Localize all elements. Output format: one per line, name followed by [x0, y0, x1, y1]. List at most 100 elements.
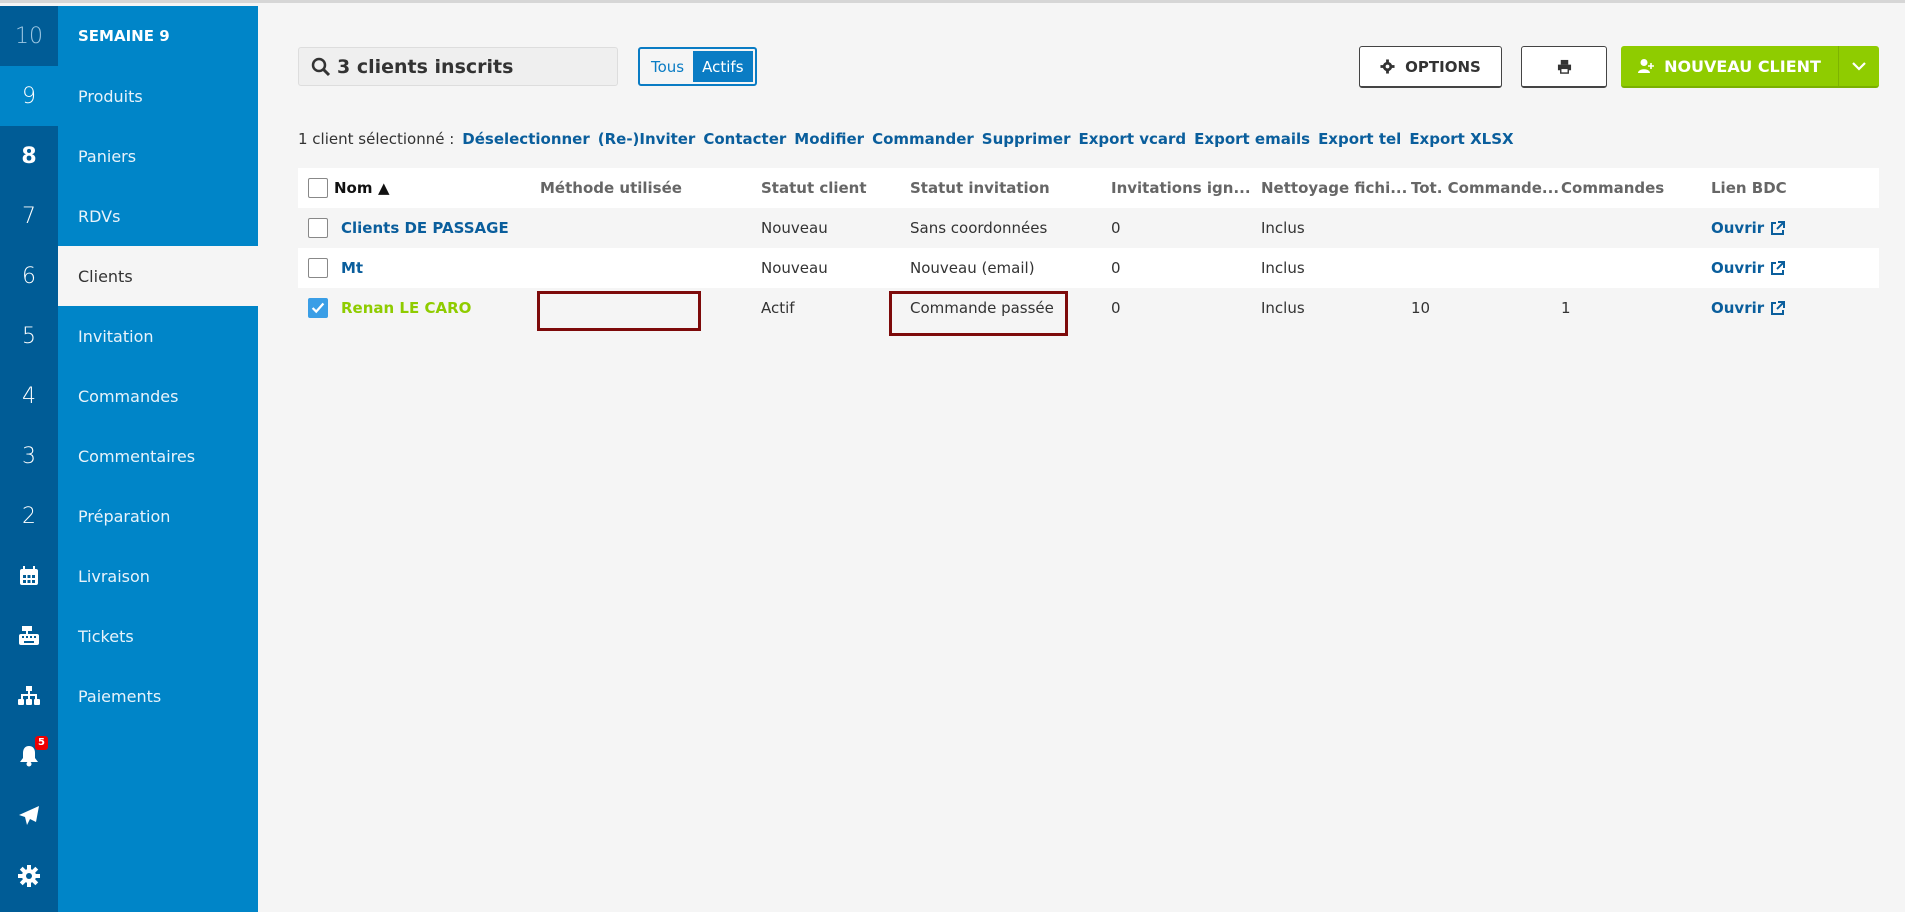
print-button[interactable] — [1521, 46, 1607, 88]
select-all-checkbox[interactable] — [308, 178, 328, 198]
row-checkbox[interactable] — [308, 218, 328, 238]
cell-ignored: 0 — [1111, 219, 1121, 237]
new-client-dropdown[interactable] — [1839, 46, 1879, 86]
bell-icon — [20, 746, 38, 767]
external-link-icon — [1771, 300, 1786, 315]
sidebar-item-commentaires[interactable]: Commentaires — [78, 446, 196, 466]
calendar-icon — [20, 566, 38, 585]
action-link[interactable]: Contacter — [703, 130, 787, 148]
column-header[interactable]: Statut client — [761, 179, 867, 197]
highlight-box-invitation — [889, 291, 1068, 336]
column-header[interactable]: Lien BDC — [1711, 179, 1787, 197]
cell-cleanup: Inclus — [1261, 299, 1305, 317]
cell-status: Nouveau — [761, 259, 828, 277]
cell-orders: 1 — [1561, 299, 1571, 317]
sidebar-item-rdvs[interactable]: RDVs — [78, 206, 121, 226]
sidebar — [58, 6, 258, 912]
search-icon — [311, 57, 331, 76]
sidebar-calendar-button[interactable] — [0, 546, 58, 606]
sidebar-item-préparation[interactable]: Préparation — [78, 506, 171, 526]
action-link[interactable]: Commander — [872, 130, 974, 148]
clients-table: Nom Méthode utilisée Statut client Statut i… — [298, 168, 1879, 328]
action-link[interactable]: Export emails — [1194, 130, 1311, 148]
column-header[interactable]: Invitations ign... — [1111, 179, 1251, 197]
cell-status: Nouveau — [761, 219, 828, 237]
sidebar-paper-plane-button[interactable] — [0, 786, 58, 846]
external-link-icon — [1771, 260, 1786, 275]
client-name-link[interactable]: Mt — [341, 259, 364, 277]
row-checkbox[interactable] — [308, 298, 328, 318]
sidebar-item-week-title: SEMAINE 9 — [78, 27, 170, 45]
gear-icon — [1380, 59, 1395, 74]
chevron-down-icon — [1852, 62, 1866, 71]
new-client-button-group: NOUVEAU CLIENT — [1621, 46, 1879, 88]
sidebar-item-clients[interactable]: Clients — [58, 246, 258, 306]
new-client-button[interactable]: NOUVEAU CLIENT — [1621, 46, 1839, 86]
sidebar-bell-button[interactable]: 5 — [0, 726, 58, 786]
table-row[interactable]: Mt Nouveau Nouveau (email) 0 Inclus Ouvrir — [298, 248, 1879, 288]
cell-total: 10 — [1411, 299, 1431, 317]
column-header[interactable]: Statut invitation — [910, 179, 1050, 197]
external-link-icon — [1771, 220, 1786, 235]
week-5[interactable]: 5 — [22, 323, 36, 349]
sidebar-sitemap-button[interactable] — [0, 666, 58, 726]
cell-status: Actif — [761, 299, 795, 317]
sidebar-item-paiements[interactable]: Paiements — [78, 686, 162, 706]
week-9[interactable]: 9 — [0, 66, 58, 126]
sitemap-icon — [18, 686, 40, 705]
open-label: Ouvrir — [1711, 219, 1765, 237]
table-row[interactable]: Clients DE PASSAGE Nouveau Sans coordonnée… — [298, 208, 1879, 248]
action-link[interactable]: (Re-)Inviter — [597, 130, 696, 148]
options-label: OPTIONS — [1405, 57, 1481, 76]
sidebar-item-paniers[interactable]: Paniers — [78, 146, 137, 166]
search-input[interactable]: 3 clients inscrits — [298, 47, 618, 86]
column-header[interactable]: Méthode utilisée — [540, 179, 682, 197]
cell-cleanup: Inclus — [1261, 259, 1305, 277]
action-link[interactable]: Modifier — [794, 130, 865, 148]
column-header[interactable]: Commandes — [1561, 179, 1665, 197]
open-bdc-link[interactable]: Ouvrir — [1711, 219, 1786, 237]
week-2[interactable]: 2 — [22, 503, 36, 529]
filter-toggle: Tous Actifs — [638, 47, 757, 86]
sidebar-item-livraison[interactable]: Livraison — [78, 566, 150, 586]
gear-icon — [18, 865, 40, 887]
filter-active-button[interactable]: Actifs — [693, 51, 753, 82]
week-3[interactable]: 3 — [22, 443, 36, 469]
week-8[interactable]: 8 — [21, 143, 37, 169]
client-name-link[interactable]: Clients DE PASSAGE — [341, 219, 509, 237]
sidebar-cash-register-button[interactable] — [0, 606, 58, 666]
row-checkbox[interactable] — [308, 258, 328, 278]
action-link[interactable]: Export XLSX — [1409, 130, 1514, 148]
cash-register-icon — [19, 626, 39, 645]
action-link[interactable]: Export tel — [1318, 130, 1402, 148]
options-button[interactable]: OPTIONS — [1359, 46, 1502, 88]
action-link[interactable]: Déselectionner — [462, 130, 590, 148]
action-link[interactable]: Supprimer — [981, 130, 1071, 148]
sidebar-gear-button[interactable] — [0, 846, 58, 906]
notification-badge: 5 — [35, 736, 48, 750]
new-client-label: NOUVEAU CLIENT — [1664, 56, 1821, 76]
filter-all-button[interactable]: Tous — [651, 57, 685, 76]
sidebar-item-produits[interactable]: Produits — [78, 86, 143, 106]
cell-invitation: Commande passée — [910, 299, 1054, 317]
week-7[interactable]: 7 — [22, 203, 36, 229]
table-row[interactable]: Renan LE CARO Actif Commande passée 0 Inclus… — [298, 288, 1879, 328]
sort-asc-icon[interactable]: ▲ — [378, 179, 390, 197]
sidebar-item-commandes[interactable]: Commandes — [78, 386, 179, 406]
week-4[interactable]: 4 — [22, 383, 36, 409]
week-10[interactable]: 10 — [15, 23, 43, 49]
column-header[interactable]: Nom — [334, 179, 373, 197]
open-bdc-link[interactable]: Ouvrir — [1711, 259, 1786, 277]
action-link[interactable]: Export vcard — [1078, 130, 1187, 148]
column-header[interactable]: Tot. Commande... — [1411, 179, 1560, 197]
column-header[interactable]: Nettoyage fichi... — [1261, 179, 1408, 197]
week-6[interactable]: 6 — [22, 263, 36, 289]
highlight-box-method — [537, 291, 701, 331]
selection-actions: 1 client sélectionné : Déselectionner (Re… — [298, 130, 1514, 148]
sidebar-item-invitation[interactable]: Invitation — [78, 326, 154, 346]
sidebar-item-tickets[interactable]: Tickets — [78, 626, 134, 646]
open-bdc-link[interactable]: Ouvrir — [1711, 299, 1786, 317]
search-text: 3 clients inscrits — [337, 55, 514, 78]
client-name-link[interactable]: Renan LE CARO — [341, 299, 472, 317]
open-label: Ouvrir — [1711, 259, 1765, 277]
